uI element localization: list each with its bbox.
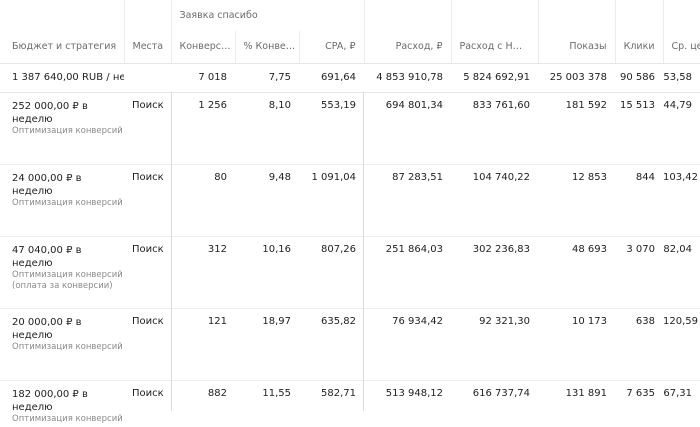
goal-group-label: Заявка спасибо	[171, 0, 365, 31]
budget-value: 252 000,00 ₽ в неделю	[12, 100, 88, 125]
group-spacer	[538, 0, 616, 31]
column-header-cpa[interactable]: CPA, ₽	[299, 31, 365, 64]
group-spacer	[615, 0, 664, 31]
clicks-cell: 15 513	[615, 92, 663, 165]
places-cell: Поиск	[124, 164, 171, 237]
clicks-cell: 7 635	[626, 387, 655, 399]
column-header-spend-vat[interactable]: Расход с Н…	[451, 31, 539, 64]
places-cell: Поиск	[124, 92, 171, 165]
avg-cell: 103,42	[663, 164, 700, 237]
spend-vat-cell: 104 740,22	[451, 164, 538, 237]
conversions-cell: 1 256	[171, 92, 235, 165]
impressions-cell: 10 173	[538, 308, 615, 381]
column-header-spend[interactable]: Расход, ₽	[364, 31, 452, 64]
budget-value: 47 040,00 ₽ в неделю	[12, 244, 82, 269]
clicks-cell: 3 070	[615, 236, 663, 309]
cpa-cell: 635,82	[299, 308, 364, 381]
spend-cell: 87 283,51	[364, 164, 451, 237]
column-header-row: Бюджет и стратегия Места Конверс… % Конв…	[0, 31, 700, 64]
strategy-label: Оптимизация конверсий	[12, 197, 123, 208]
column-header-conversions[interactable]: Конверс…	[171, 31, 236, 64]
avg-cell: 67,31	[663, 387, 692, 399]
budget-cell: 47 040,00 ₽ в неделю Оптимизация конверс…	[0, 236, 124, 309]
column-header-places[interactable]: Места	[124, 31, 172, 64]
summary-budget: 1 387 640,00 RUB / нед	[0, 63, 124, 93]
impressions-cell: 12 853	[538, 164, 615, 237]
column-header-budget[interactable]: Бюджет и стратегия	[0, 31, 125, 64]
conv-rate-cell: 18,97	[235, 308, 299, 381]
cpa-cell: 807,26	[299, 236, 364, 309]
table-row[interactable]: 252 000,00 ₽ в неделю Оптимизация конвер…	[0, 92, 700, 165]
spend-vat-cell: 833 761,60	[451, 92, 538, 165]
spend-cell: 76 934,42	[364, 308, 451, 381]
strategy-label: Оптимизация конверсий	[12, 341, 123, 352]
conv-rate-cell: 10,16	[235, 236, 299, 309]
conv-rate-cell: 8,10	[235, 92, 299, 165]
spend-cell: 251 864,03	[364, 236, 451, 309]
group-spacer	[663, 0, 700, 31]
impressions-cell: 131 891	[565, 387, 607, 399]
conv-rate-cell: 11,55	[262, 387, 291, 399]
column-header-clicks[interactable]: Клики	[615, 31, 664, 64]
clicks-cell: 638	[615, 308, 663, 381]
column-header-conv-rate[interactable]: % Конве…	[235, 31, 300, 64]
column-divider	[171, 92, 172, 411]
spend-vat-cell: 92 321,30	[451, 308, 538, 381]
places-cell: Поиск	[132, 387, 164, 399]
summary-impressions: 25 003 378	[538, 63, 615, 93]
places-cell: Поиск	[124, 308, 171, 381]
cpa-cell: 553,19	[299, 92, 364, 165]
summary-spend-vat: 5 824 692,91	[451, 63, 538, 93]
budget-value: 20 000,00 ₽ в неделю	[12, 316, 82, 341]
places-cell: Поиск	[124, 236, 171, 309]
budget-cell: 24 000,00 ₽ в неделю Оптимизация конверс…	[0, 164, 124, 237]
summary-conv-rate: 7,75	[235, 63, 299, 93]
summary-conversions: 7 018	[171, 63, 235, 93]
group-spacer	[0, 0, 125, 31]
group-spacer	[451, 0, 539, 31]
cpa-cell: 582,71	[321, 387, 356, 399]
budget-value: 24 000,00 ₽ в неделю	[12, 172, 82, 197]
spend-vat-cell: 616 737,74	[472, 387, 530, 399]
table-row[interactable]: 24 000,00 ₽ в неделю Оптимизация конверс…	[0, 164, 700, 237]
group-spacer	[364, 0, 452, 31]
spend-cell: 513 948,12	[385, 387, 443, 399]
budget-cell: 20 000,00 ₽ в неделю Оптимизация конверс…	[0, 308, 124, 381]
avg-cell: 82,04	[663, 236, 700, 309]
table-row[interactable]: 182 000,00 ₽ в неделю Оптимизация конвер…	[0, 380, 700, 427]
column-header-impressions[interactable]: Показы	[538, 31, 616, 64]
summary-spend: 4 853 910,78	[364, 63, 451, 93]
conversions-cell: 80	[171, 164, 235, 237]
group-spacer	[124, 0, 172, 31]
summary-avg: 53,58	[663, 63, 700, 93]
column-divider	[363, 92, 364, 411]
table-row[interactable]: 20 000,00 ₽ в неделю Оптимизация конверс…	[0, 308, 700, 381]
column-header-avg[interactable]: Ср. цена…	[663, 31, 700, 64]
budget-cell: 252 000,00 ₽ в неделю Оптимизация конвер…	[0, 92, 124, 165]
budget-value: 182 000,00 ₽ в неделю	[12, 388, 88, 413]
avg-cell: 44,79	[663, 92, 700, 165]
summary-cpa: 691,64	[299, 63, 364, 93]
group-header-row: Заявка спасибо	[0, 0, 700, 31]
strategy-label: Оптимизация конверсий (оплата за конверс…	[12, 269, 123, 291]
conversions-cell: 312	[171, 236, 235, 309]
table-row[interactable]: 47 040,00 ₽ в неделю Оптимизация конверс…	[0, 236, 700, 309]
strategy-label: Оптимизация конверсий	[12, 125, 123, 136]
conversions-cell: 121	[171, 308, 235, 381]
avg-cell: 120,59	[663, 308, 700, 381]
conv-rate-cell: 9,48	[235, 164, 299, 237]
summary-clicks: 90 586	[615, 63, 663, 93]
budget-cell: 182 000,00 ₽ в неделю Оптимизация конвер…	[0, 380, 124, 427]
clicks-cell: 844	[615, 164, 663, 237]
strategy-label: Оптимизация конверсий	[12, 413, 123, 424]
impressions-cell: 181 592	[538, 92, 615, 165]
summary-row: 1 387 640,00 RUB / нед 7 018 7,75 691,64…	[0, 63, 700, 93]
impressions-cell: 48 693	[538, 236, 615, 309]
summary-places	[124, 63, 171, 93]
conversions-cell: 882	[207, 387, 227, 399]
cpa-cell: 1 091,04	[299, 164, 364, 237]
spend-vat-cell: 302 236,83	[451, 236, 538, 309]
spend-cell: 694 801,34	[364, 92, 451, 165]
